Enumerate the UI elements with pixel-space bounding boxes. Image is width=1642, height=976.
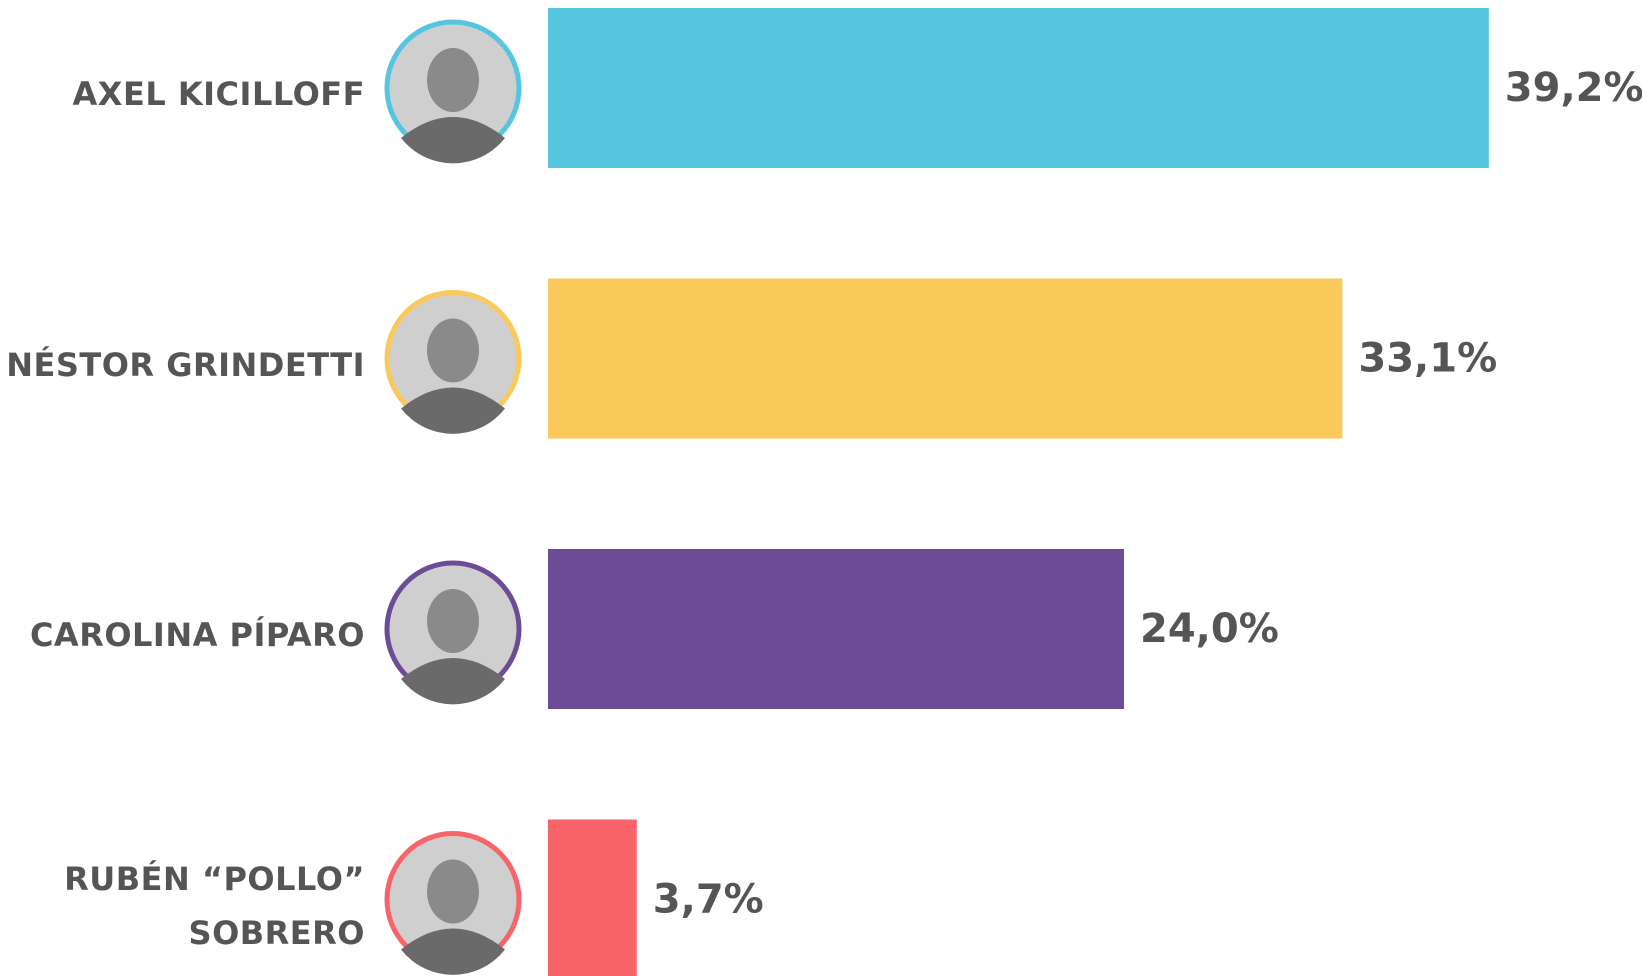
value-label: 3,7% <box>653 877 764 923</box>
photo-head <box>427 589 479 653</box>
bar <box>548 279 1342 439</box>
bar <box>548 820 637 976</box>
value-label: 39,2% <box>1505 65 1642 111</box>
category-label: AXEL KICILLOFF <box>5 67 365 121</box>
photo-head <box>427 48 479 112</box>
chart: 39,2% 33,1% 24,0% 3,7% <box>0 0 1642 976</box>
value-label: 24,0% <box>1140 606 1279 652</box>
photo-head <box>427 319 479 383</box>
bar <box>548 8 1489 168</box>
photo-head <box>427 860 479 924</box>
category-label: RUBÉN “POLLO” SOBRERO <box>5 852 365 960</box>
value-label: 33,1% <box>1358 336 1497 382</box>
category-label: CAROLINA PÍPARO <box>5 608 365 662</box>
bar <box>548 549 1124 709</box>
category-label: NÉSTOR GRINDETTI <box>5 338 365 392</box>
page: 39,2%33,1%24,0%3,7% (() => { const data … <box>0 0 1642 976</box>
